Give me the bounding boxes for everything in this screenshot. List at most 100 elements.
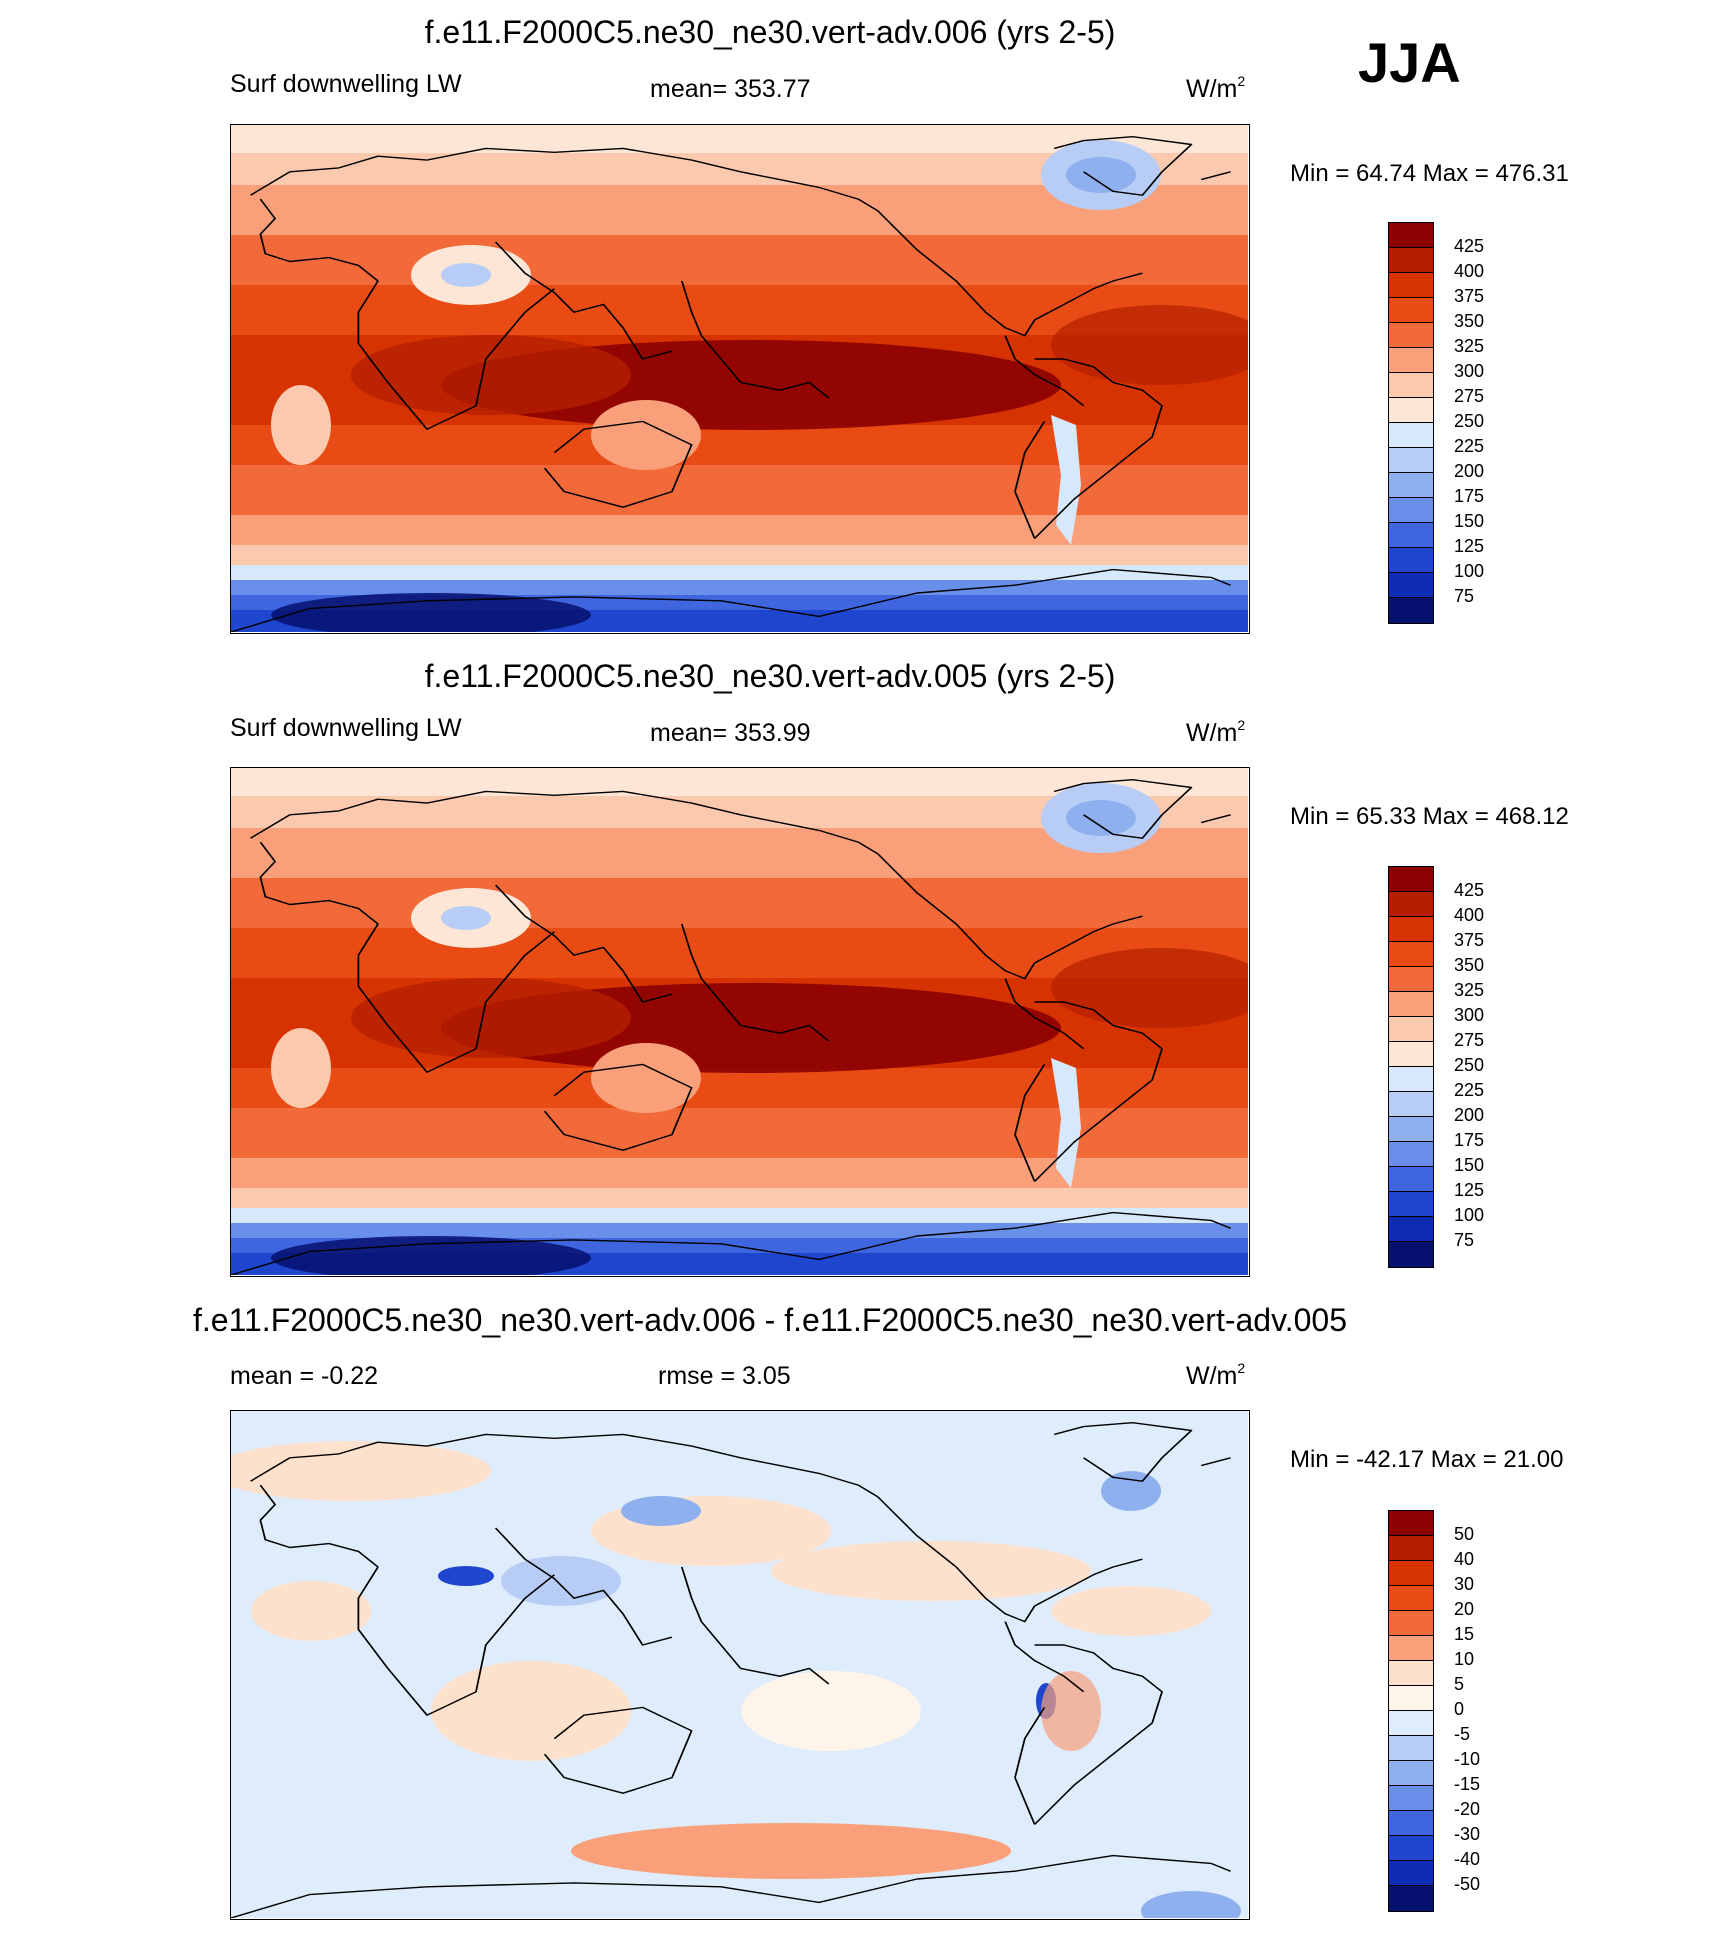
colorbar-swatch	[1389, 1786, 1433, 1811]
panel-2-title: f.e11.F2000C5.ne30_ne30.vert-adv.005 (yr…	[424, 658, 1116, 694]
colorbar-swatch	[1389, 1511, 1433, 1536]
panel-2-mean-label: mean= 353.99	[650, 719, 811, 747]
panel-1-title: f.e11.F2000C5.ne30_ne30.vert-adv.006 (yr…	[424, 14, 1116, 50]
colorbar-tick-label: -10	[1454, 1749, 1481, 1769]
colorbar-tick-label: 75	[1454, 586, 1475, 606]
colorbar-tick-label: 225	[1454, 1080, 1485, 1100]
colorbar-tick-label: 300	[1454, 1005, 1485, 1025]
colorbar-tick-label: 100	[1454, 1205, 1485, 1225]
colorbar-tick-label: 200	[1454, 461, 1485, 481]
colorbar-swatch	[1389, 992, 1433, 1017]
colorbar-swatch	[1389, 1536, 1433, 1561]
colorbar-tick-label: 375	[1454, 930, 1485, 950]
colorbar-swatch	[1389, 1686, 1433, 1711]
colorbar-tick-label: 125	[1454, 536, 1485, 556]
colorbar-swatch	[1389, 1142, 1433, 1167]
colorbar-tick-label: 400	[1454, 905, 1485, 925]
colorbar-tick-label: 275	[1454, 386, 1485, 406]
colorbar-tick-label: -5	[1454, 1724, 1471, 1744]
colorbar-swatch	[1389, 867, 1433, 892]
colorbar-swatch	[1389, 1886, 1433, 1911]
colorbar-tick-label: 0	[1454, 1699, 1465, 1719]
colorbar-swatch	[1389, 1167, 1433, 1192]
colorbar-tick-label: 250	[1454, 411, 1485, 431]
colorbar-swatch	[1389, 1217, 1433, 1242]
panel-2-minmax: Min = 65.33 Max = 468.12	[1290, 803, 1569, 830]
colorbar-swatch	[1389, 248, 1433, 273]
colorbar-tick-label: 40	[1454, 1549, 1475, 1569]
colorbar-swatch	[1389, 573, 1433, 598]
colorbar-swatch	[1389, 348, 1433, 373]
colorbar-tick-label: 200	[1454, 1105, 1485, 1125]
colorbar-swatch	[1389, 1092, 1433, 1117]
panel-3-units: W/m2	[1186, 1360, 1246, 1390]
colorbar-swatch	[1389, 1242, 1433, 1267]
colorbar-tick-label: 15	[1454, 1624, 1475, 1644]
colorbar-swatch	[1389, 1017, 1433, 1042]
colorbar-tick-label: 20	[1454, 1599, 1475, 1619]
colorbar-swatch	[1389, 298, 1433, 323]
colorbar-swatch	[1389, 323, 1433, 348]
colorbar-swatch	[1389, 917, 1433, 942]
colorbar-tick-label: -15	[1454, 1774, 1481, 1794]
colorbar-tick-label: 300	[1454, 361, 1485, 381]
colorbar-swatch	[1389, 967, 1433, 992]
colorbar-swatch	[1389, 273, 1433, 298]
colorbar-swatch	[1389, 1042, 1433, 1067]
colorbar-tick-label: -40	[1454, 1849, 1481, 1869]
colorbar-tick-label: 100	[1454, 561, 1485, 581]
colorbar-swatch	[1389, 473, 1433, 498]
colorbar-tick-label: 125	[1454, 1180, 1485, 1200]
panel-1-variable-label: Surf downwelling LW	[230, 70, 462, 98]
colorbar-swatch	[1389, 1561, 1433, 1586]
season-label: JJA	[1358, 31, 1461, 94]
panel-2-colorbar	[1388, 866, 1434, 1268]
colorbar-tick-label: -20	[1454, 1799, 1481, 1819]
colorbar-swatch	[1389, 1761, 1433, 1786]
panel-1-units: W/m2	[1186, 73, 1246, 103]
colorbar-tick-label: 175	[1454, 486, 1485, 506]
panel-3-mean-label: mean = -0.22	[230, 1362, 379, 1390]
colorbar-swatch	[1389, 523, 1433, 548]
colorbar-tick-label: 325	[1454, 336, 1485, 356]
colorbar-tick-label: 150	[1454, 1155, 1485, 1175]
panel-2-units: W/m2	[1186, 717, 1246, 747]
colorbar-swatch	[1389, 942, 1433, 967]
colorbar-swatch	[1389, 1661, 1433, 1686]
colorbar-tick-label: 225	[1454, 436, 1485, 456]
colorbar-swatch	[1389, 548, 1433, 573]
colorbar-tick-label: 75	[1454, 1230, 1475, 1250]
panel-2-variable-label: Surf downwelling LW	[230, 714, 462, 742]
colorbar-tick-label: 10	[1454, 1649, 1475, 1669]
colorbar-swatch	[1389, 1736, 1433, 1761]
colorbar-tick-label: 50	[1454, 1524, 1475, 1544]
colorbar-swatch	[1389, 373, 1433, 398]
colorbar-swatch	[1389, 1117, 1433, 1142]
colorbar-tick-label: 350	[1454, 955, 1485, 975]
colorbar-swatch	[1389, 892, 1433, 917]
colorbar-tick-label: 375	[1454, 286, 1485, 306]
panel-3-colorbar	[1388, 1510, 1434, 1912]
colorbar-swatch	[1389, 598, 1433, 623]
panel-3-rmse-label: rmse = 3.05	[658, 1362, 791, 1390]
colorbar-tick-label: 400	[1454, 261, 1485, 281]
colorbar-tick-label: 425	[1454, 880, 1485, 900]
panel-1-map	[230, 124, 1250, 634]
colorbar-swatch	[1389, 1636, 1433, 1661]
colorbar-tick-label: -30	[1454, 1824, 1481, 1844]
panel-1-mean-label: mean= 353.77	[650, 75, 811, 103]
colorbar-swatch	[1389, 1836, 1433, 1861]
colorbar-tick-label: 425	[1454, 236, 1485, 256]
colorbar-tick-label: 30	[1454, 1574, 1475, 1594]
colorbar-swatch	[1389, 1192, 1433, 1217]
colorbar-swatch	[1389, 1811, 1433, 1836]
colorbar-swatch	[1389, 1067, 1433, 1092]
colorbar-tick-label: 5	[1454, 1674, 1465, 1694]
colorbar-tick-label: -50	[1454, 1874, 1481, 1894]
colorbar-swatch	[1389, 448, 1433, 473]
colorbar-swatch	[1389, 1586, 1433, 1611]
colorbar-swatch	[1389, 1861, 1433, 1886]
colorbar-swatch	[1389, 423, 1433, 448]
panel-1-minmax: Min = 64.74 Max = 476.31	[1290, 160, 1569, 187]
colorbar-swatch	[1389, 1711, 1433, 1736]
